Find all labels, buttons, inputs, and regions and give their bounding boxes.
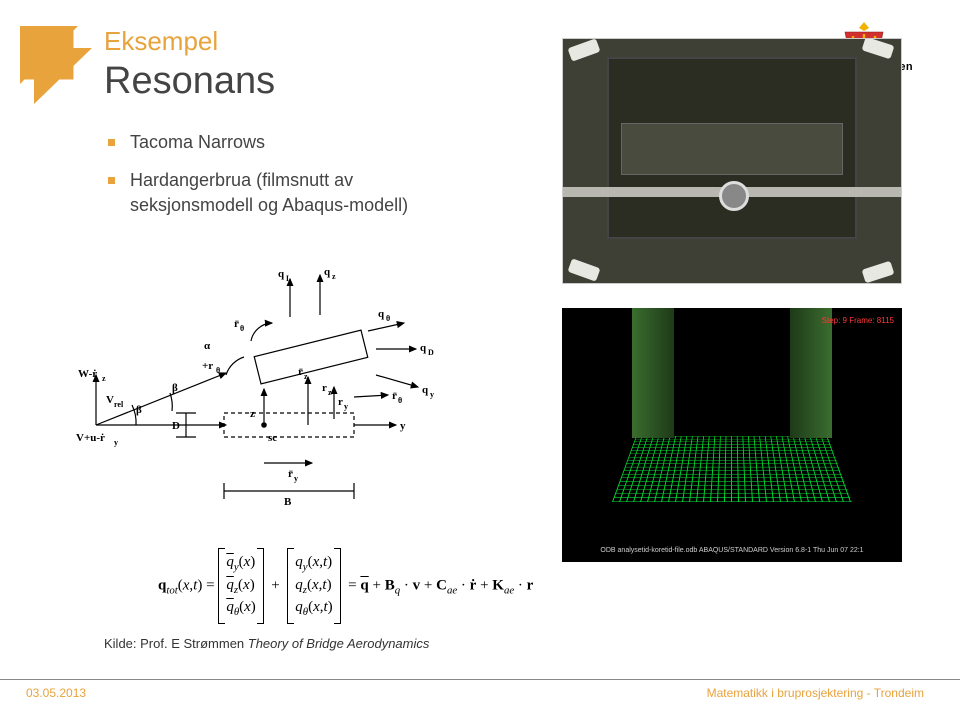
- equation: qtot(x,t) = qy(x) qz(x) qθ(x) + qy(x,t) …: [158, 548, 698, 624]
- svg-text:q: q: [378, 308, 385, 320]
- footer-date: 03.05.2013: [26, 686, 86, 700]
- citation: Kilde: Prof. E Strømmen Theory of Bridge…: [104, 636, 429, 651]
- svg-text:y: y: [400, 420, 406, 432]
- svg-text:L: L: [286, 274, 291, 283]
- svg-text:y: y: [114, 438, 118, 447]
- citation-source: Theory of Bridge Aerodynamics: [248, 636, 430, 651]
- svg-text:z: z: [250, 408, 255, 420]
- photo-wind-tunnel: [562, 38, 902, 284]
- svg-text:rel: rel: [114, 400, 124, 409]
- svg-text:β: β: [136, 404, 142, 416]
- svg-text:θ: θ: [386, 314, 390, 323]
- simulation-image: Step: 9 Frame: 8115 ODB analysetid-koret…: [562, 308, 902, 562]
- slide-title: Resonans: [104, 60, 275, 103]
- bullet-list: Tacoma Narrows Hardangerbrua (filmsnutt …: [106, 130, 466, 231]
- svg-text:r̄: r̄: [298, 366, 303, 378]
- slide-eyebrow: Eksempel: [104, 26, 218, 57]
- svg-text:z: z: [304, 372, 308, 381]
- svg-text:y: y: [294, 474, 298, 483]
- svg-text:V: V: [106, 394, 114, 406]
- svg-text:r̄: r̄: [392, 390, 397, 402]
- sim-top-label: Step: 9 Frame: 8115: [822, 316, 894, 325]
- footer: 03.05.2013 Matematikk i bruprosjektering…: [0, 679, 960, 707]
- footer-location: Matematikk i bruprosjektering - Trondeim: [707, 686, 924, 700]
- svg-text:r: r: [322, 382, 327, 394]
- svg-text:r̄: r̄: [234, 318, 239, 330]
- svg-text:D: D: [172, 420, 180, 432]
- svg-text:y: y: [344, 402, 348, 411]
- svg-text:α: α: [204, 340, 211, 352]
- bullet-item: Hardangerbrua (filmsnutt av seksjonsmode…: [106, 168, 466, 217]
- svg-text:q: q: [420, 342, 427, 354]
- svg-text:B: B: [284, 496, 292, 508]
- svg-text:z: z: [332, 272, 336, 281]
- svg-text:q: q: [422, 384, 429, 396]
- slide: Statens vegvesen Eksempel Resonans Tacom…: [0, 0, 960, 707]
- bullet-item: Tacoma Narrows: [106, 130, 466, 154]
- svg-text:θ: θ: [216, 366, 220, 375]
- svg-text:θ: θ: [398, 396, 402, 405]
- svg-text:r̄: r̄: [288, 468, 293, 480]
- svg-text:β: β: [172, 382, 178, 394]
- svg-text:sc: sc: [268, 432, 277, 444]
- aerodynamic-diagram: qL qz qθ qD qy r̄θ α +rθ β β W-ṙz Vrel V…: [76, 265, 476, 525]
- svg-text:z: z: [102, 374, 106, 383]
- svg-text:+r: +r: [202, 360, 213, 372]
- citation-prefix: Kilde: Prof. E Strømmen: [104, 636, 248, 651]
- svg-text:y: y: [430, 390, 434, 399]
- corner-decoration-2: [20, 26, 98, 104]
- svg-text:V+u-ṙ: V+u-ṙ: [76, 432, 105, 444]
- svg-text:D: D: [428, 348, 434, 357]
- svg-text:q: q: [324, 266, 331, 278]
- svg-text:q: q: [278, 268, 285, 280]
- svg-text:z: z: [328, 388, 332, 397]
- svg-text:θ: θ: [240, 324, 244, 333]
- svg-text:W-ṙ: W-ṙ: [78, 368, 97, 380]
- svg-text:r: r: [338, 396, 343, 408]
